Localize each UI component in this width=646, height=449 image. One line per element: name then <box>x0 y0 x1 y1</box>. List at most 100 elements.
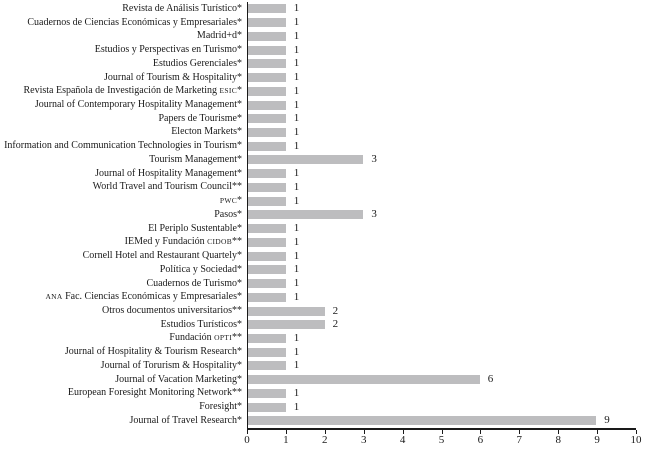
value-label: 1 <box>293 125 300 138</box>
chart-row: Estudios Turísticos* 2 <box>0 318 635 332</box>
bar <box>247 251 286 261</box>
chart-row: Information and Communication Technologi… <box>0 139 635 153</box>
bar <box>247 114 286 124</box>
chart-row: European Foresight Monitoring Network** 1 <box>0 387 635 401</box>
chart-row: Cornell Hotel and Restaurant Quartely* 1 <box>0 249 635 263</box>
chart-row: El Periplo Sustentable* 1 <box>0 222 635 236</box>
value-label: 1 <box>293 194 300 207</box>
value-label: 1 <box>293 263 300 276</box>
bar <box>247 237 286 247</box>
smallcaps-acronym: PWC <box>219 196 237 206</box>
value-label: 1 <box>293 386 300 399</box>
bar <box>247 388 286 398</box>
chart-row: Journal of Hospitality Management* 1 <box>0 167 635 181</box>
value-label: 1 <box>293 359 300 372</box>
chart-row: Tourism Management* 3 <box>0 153 635 167</box>
category-label: World Travel and Tourism Council** <box>92 181 242 193</box>
bar-track: 1 <box>247 194 635 208</box>
bar-track: 6 <box>247 373 635 387</box>
category-label: Journal of Vacation Marketing* <box>115 373 242 385</box>
chart-row: Journal of Hospitality & Tourism Researc… <box>0 345 635 359</box>
bar <box>247 100 286 110</box>
value-label: 1 <box>293 345 300 358</box>
chart-row: Electon Markets* 1 <box>0 126 635 140</box>
category-label: Política y Sociedad* <box>159 263 242 275</box>
bar <box>247 306 325 316</box>
value-label: 1 <box>293 249 300 262</box>
bar-track: 1 <box>247 263 635 277</box>
bar-track: 1 <box>247 387 635 401</box>
bar-track: 1 <box>247 345 635 359</box>
category-label: PWC* <box>219 195 242 207</box>
chart-row: Fundación OPTI** 1 <box>0 332 635 346</box>
chart-row: Cuadernos de Turismo* 1 <box>0 277 635 291</box>
bar-track: 1 <box>247 167 635 181</box>
x-axis-tick <box>597 430 599 434</box>
x-axis-tick-label: 5 <box>438 434 445 446</box>
x-axis-tick <box>285 430 287 434</box>
value-label: 1 <box>293 84 300 97</box>
chart-row: Journal of Torurism & Hospitality* 1 <box>0 359 635 373</box>
x-axis-tick-label: 3 <box>360 434 367 446</box>
bar-track: 1 <box>247 139 635 153</box>
chart-row: Cuadernos de Ciencias Económicas y Empre… <box>0 16 635 30</box>
bar <box>247 4 286 14</box>
category-label: Journal of Hospitality & Tourism Researc… <box>64 346 242 358</box>
x-axis-tick-label: 2 <box>322 434 328 446</box>
bar-track: 1 <box>247 400 635 414</box>
category-label: Estudios y Perspectivas en Turismo* <box>94 44 242 56</box>
bar <box>247 169 286 179</box>
bar <box>247 86 286 96</box>
bar-track: 1 <box>247 181 635 195</box>
value-label: 1 <box>293 277 300 290</box>
bar <box>247 333 286 343</box>
bar-track: 1 <box>247 277 635 291</box>
chart-row: World Travel and Tourism Council** 1 <box>0 181 635 195</box>
category-label: Estudios Turísticos* <box>160 318 242 330</box>
value-label: 1 <box>293 139 300 152</box>
value-label: 2 <box>332 304 339 317</box>
bar-track: 3 <box>247 153 635 167</box>
x-axis-tick-label: 4 <box>399 434 406 446</box>
chart-row: Revista de Análisis Turístico* 1 <box>0 2 635 16</box>
bar-track: 1 <box>247 126 635 140</box>
bar <box>247 320 325 330</box>
chart-row: ANA Fac. Ciencias Económicas y Empresari… <box>0 290 635 304</box>
x-axis-tick <box>480 430 482 434</box>
x-axis-tick <box>247 430 248 434</box>
bar-track: 1 <box>247 249 635 263</box>
category-label: Otros documentos universitarios** <box>102 305 242 317</box>
category-label: Madrid+d* <box>196 30 242 42</box>
bar-track: 1 <box>247 222 635 236</box>
value-label: 1 <box>293 331 300 344</box>
value-label: 1 <box>293 290 300 303</box>
value-label: 6 <box>487 373 494 386</box>
chart-row: Papers de Tourisme* 1 <box>0 112 635 126</box>
bar <box>247 347 286 357</box>
value-label: 1 <box>293 222 300 235</box>
bar-track: 1 <box>247 84 635 98</box>
smallcaps-acronym: ESIC <box>219 86 237 96</box>
category-label: Journal of Hospitality Management* <box>95 167 242 179</box>
bar <box>247 127 286 137</box>
chart-row: Journal of Tourism & Hospitality* 1 <box>0 71 635 85</box>
bar-track: 1 <box>247 235 635 249</box>
value-label: 2 <box>332 318 339 331</box>
category-label: Journal of Torurism & Hospitality* <box>100 359 242 371</box>
value-label: 1 <box>293 112 300 125</box>
value-label: 1 <box>293 57 300 70</box>
x-axis: 0 1 2 3 4 5 6 7 8 9 10 <box>244 430 642 448</box>
x-axis-tick <box>636 430 637 434</box>
bar-track: 1 <box>247 98 635 112</box>
x-axis-tick-label: 7 <box>516 434 523 446</box>
value-label: 1 <box>293 180 300 193</box>
bar-track: 1 <box>247 57 635 71</box>
value-label: 3 <box>371 208 377 221</box>
bar-track: 2 <box>247 318 635 332</box>
chart-row: Revista Española de Investigación de Mar… <box>0 84 635 98</box>
value-label: 1 <box>293 71 300 84</box>
category-label: Journal of Tourism & Hospitality* <box>104 71 242 83</box>
bar <box>247 59 286 69</box>
chart-row: Estudios y Perspectivas en Turismo* 1 <box>0 43 635 57</box>
